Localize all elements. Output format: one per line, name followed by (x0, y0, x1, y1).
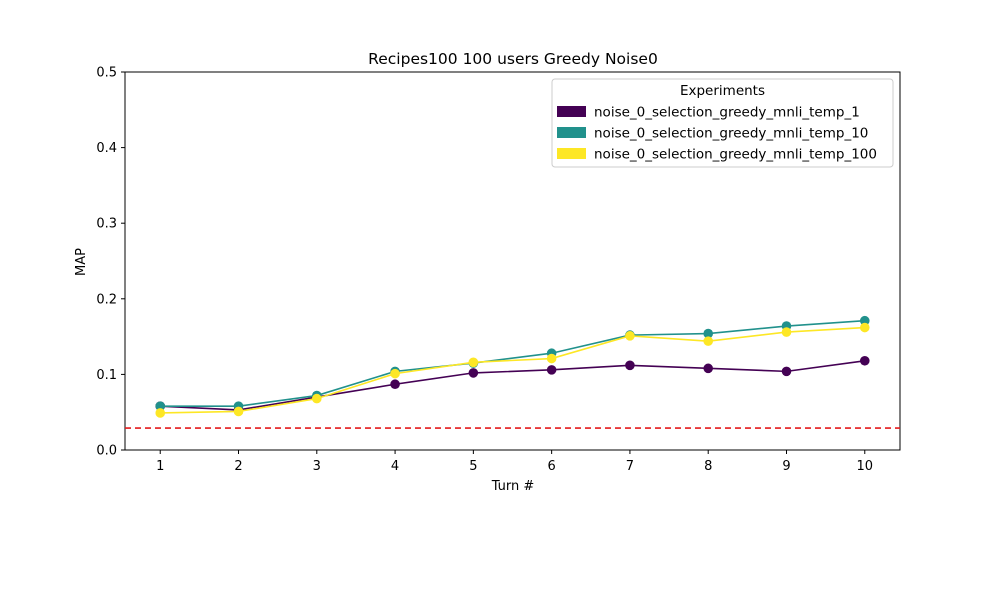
y-tick-label: 0.1 (96, 368, 117, 383)
x-tick-label: 5 (469, 459, 477, 474)
legend-title: Experiments (680, 83, 765, 99)
x-tick-label: 3 (313, 459, 321, 474)
legend-swatch (557, 148, 586, 159)
series-3-point (625, 331, 635, 341)
x-tick-label: 8 (704, 459, 712, 474)
y-tick-label: 0.5 (96, 66, 117, 81)
legend: Experiments noise_0_selection_greedy_mnli… (551, 78, 894, 168)
plot-frame (124, 71, 901, 451)
legend-swatch (557, 106, 586, 117)
series-1-point (859, 355, 870, 366)
series-1-point (703, 363, 714, 374)
series-2-point (859, 315, 870, 326)
series-3-point (546, 353, 557, 364)
series-3-point (781, 327, 792, 337)
legend-box (551, 78, 894, 168)
series-3-point (703, 336, 714, 346)
x-tick-label: 4 (391, 459, 399, 474)
series-3-point (233, 406, 244, 417)
x-axis-label: Turn # (491, 479, 535, 494)
legend-label: noise_0_selection_greedy_mnli_temp_10 (594, 126, 868, 142)
x-tick-label: 2 (234, 459, 242, 474)
x-tick-label: 7 (626, 459, 634, 474)
series-line-3 (160, 326, 865, 414)
legend-label: noise_0_selection_greedy_mnli_temp_1 (594, 105, 860, 121)
series-1-point (625, 360, 635, 371)
series-2-point (703, 328, 714, 339)
legend-swatch (557, 127, 586, 138)
plot-area: 0.0 0.1 0.2 0.3 0.4 0.5 1 2 3 4 5 6 7 8 9 10 (96, 66, 901, 474)
series-1-point (546, 365, 557, 375)
x-tick-label: 1 (156, 459, 164, 474)
series-1-point (390, 379, 400, 390)
x-tick-label: 6 (548, 459, 556, 474)
series-3-point (311, 393, 322, 404)
series-3-point (468, 357, 479, 368)
series-line-2 (160, 319, 865, 407)
y-tick-label: 0.2 (96, 292, 117, 307)
series-3-point (155, 408, 166, 418)
chart-title: Recipes100 100 users Greedy Noise0 (368, 50, 658, 68)
series-1-point (468, 368, 479, 378)
series-3-point (390, 368, 400, 379)
series-3-point (859, 322, 870, 333)
x-tick-label: 10 (856, 459, 873, 474)
y-tick-label: 0.0 (96, 444, 117, 459)
y-tick-label: 0.3 (96, 217, 117, 232)
series-2-point (155, 401, 166, 411)
y-axis-label: MAP (74, 248, 89, 276)
series-1-point (781, 366, 792, 377)
legend-label: noise_0_selection_greedy_mnli_temp_100 (594, 147, 877, 163)
x-tick-label: 9 (782, 459, 790, 474)
series-line-1 (160, 359, 865, 411)
y-tick-label: 0.4 (96, 141, 117, 156)
